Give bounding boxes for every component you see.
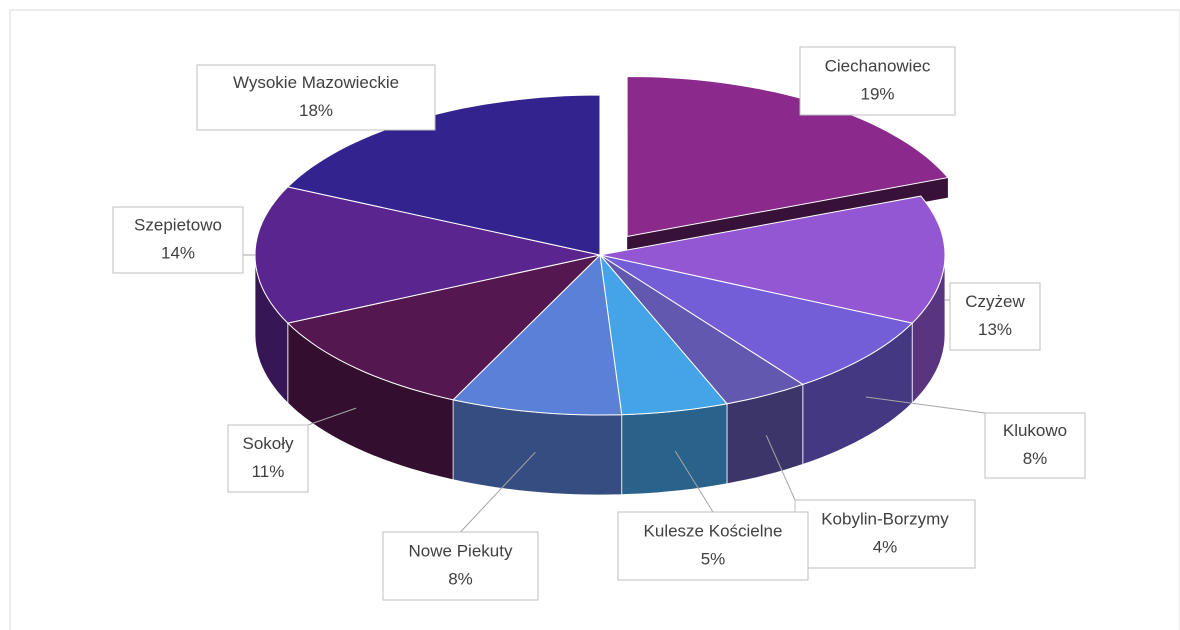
label-box — [617, 511, 809, 581]
label-value: 8% — [1023, 449, 1048, 468]
label-box — [112, 206, 244, 274]
label-box — [227, 424, 309, 493]
label-box — [799, 46, 956, 116]
slice — [599, 254, 804, 405]
label-box — [949, 282, 1041, 351]
slice — [286, 254, 602, 401]
label-name: Sokoły — [242, 434, 294, 453]
label-name: Ciechanowiec — [825, 56, 931, 75]
leader-line — [674, 450, 714, 513]
leader-line — [460, 451, 536, 533]
label-name: Nowe Piekuty — [409, 541, 513, 560]
label-value: 11% — [252, 462, 285, 481]
label-value: 8% — [448, 569, 473, 588]
slice — [599, 253, 728, 416]
leader-line — [765, 435, 796, 501]
slice — [599, 195, 946, 324]
label-value: 18% — [299, 101, 333, 120]
label-name: Wysokie Mazowieckie — [233, 73, 399, 92]
slice-side — [621, 403, 728, 496]
label-box — [794, 499, 976, 569]
label-name: Klukowo — [1003, 421, 1067, 440]
label-name: Kobylin-Borzymy — [821, 509, 949, 528]
label-box — [984, 412, 1086, 479]
label-value: 5% — [701, 549, 726, 568]
label-box — [382, 531, 539, 601]
label-box — [196, 64, 436, 131]
label-value: 4% — [873, 537, 898, 556]
leader-line — [865, 396, 986, 414]
slice — [599, 254, 914, 385]
slice — [452, 253, 623, 416]
leader-line — [307, 407, 357, 426]
label-value: 19% — [860, 84, 894, 103]
label-value: 13% — [978, 320, 1012, 339]
label-name: Szepietowo — [134, 215, 222, 234]
label-name: Czyżew — [965, 292, 1025, 311]
label-value: 14% — [161, 243, 195, 262]
label-name: Kulesze Kościelne — [644, 521, 783, 540]
